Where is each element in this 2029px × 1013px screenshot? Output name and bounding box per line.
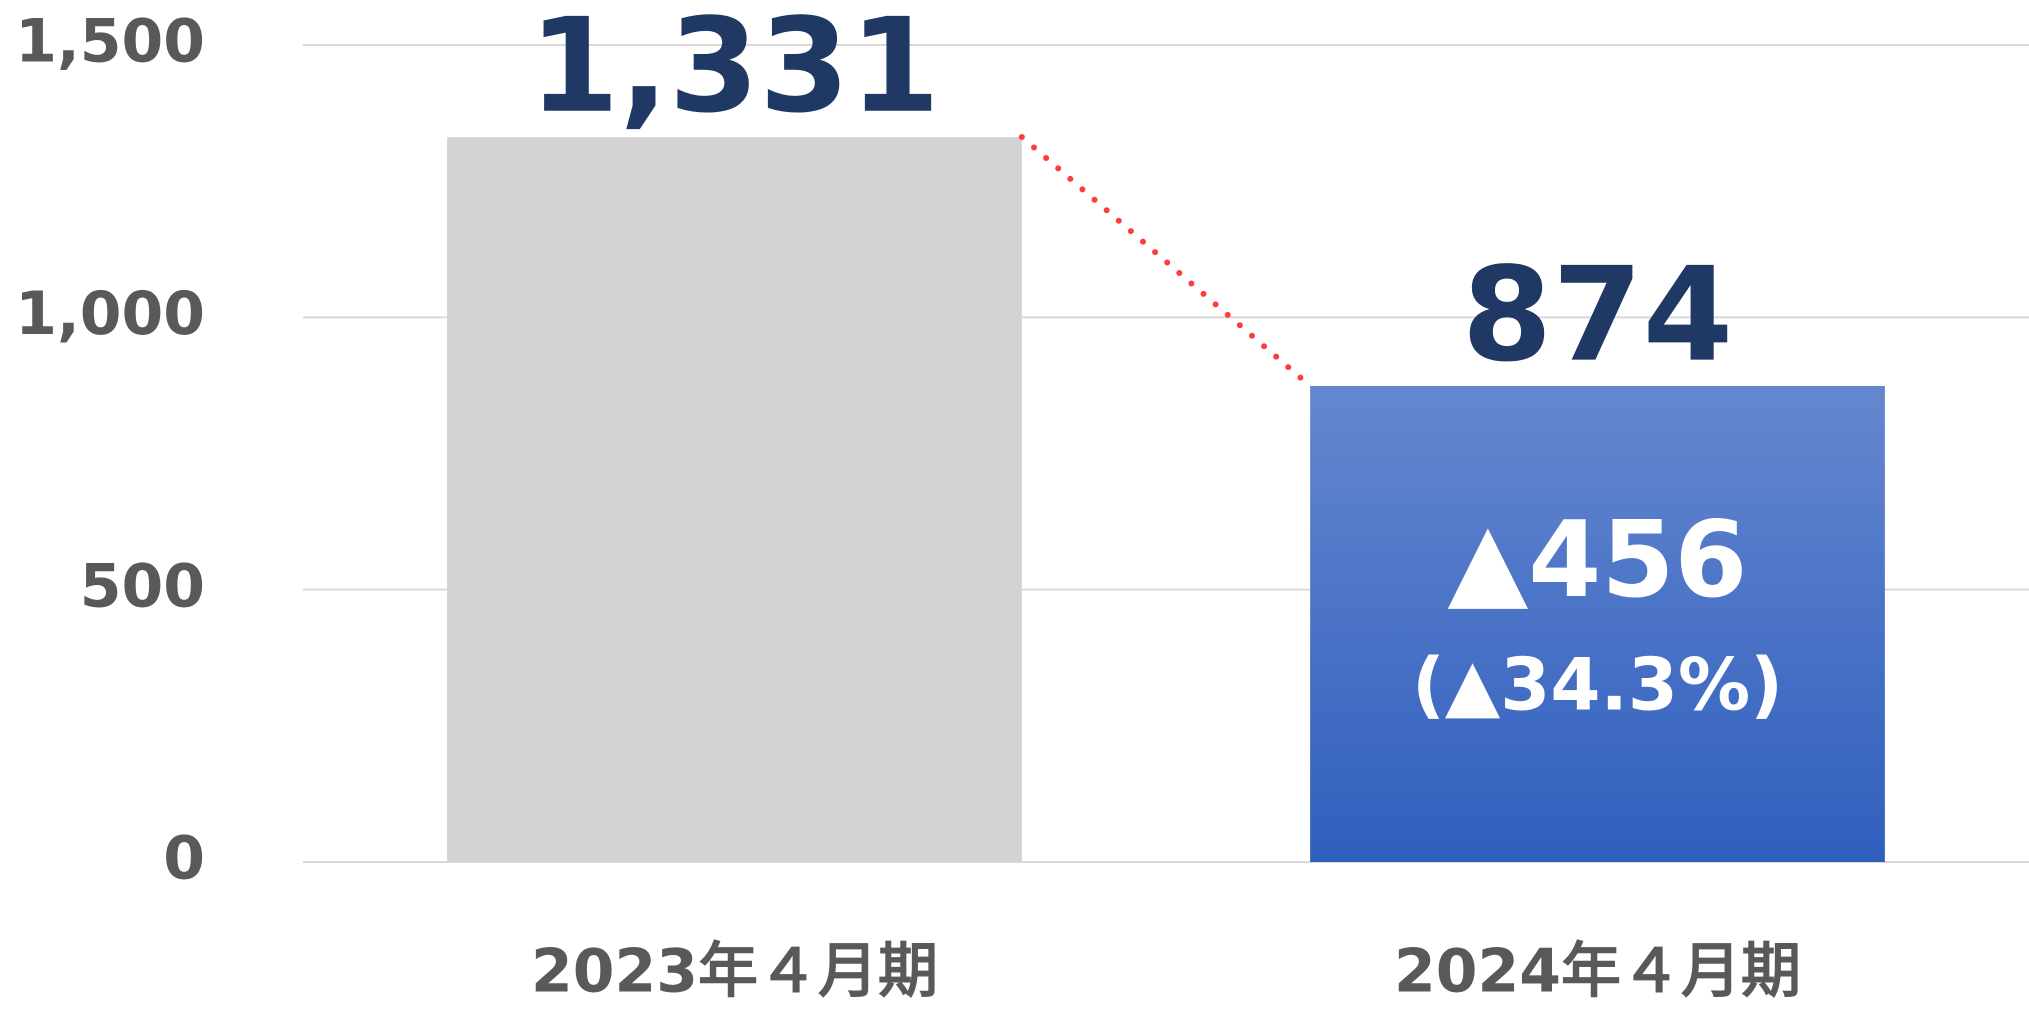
bar [1310, 385, 1885, 862]
value-label: 1,331 [529, 0, 940, 142]
y-tick-label: 0 [163, 824, 205, 894]
y-tick-label: 1,500 [15, 7, 205, 77]
labels: 0 500 1,000 1,500 2023年４月期 1,331 2024年４月期 874 ▲4… [15, 0, 1801, 1007]
x-tick-label: 2024年４月期 [1394, 937, 1801, 1007]
bars [447, 134, 1885, 863]
value-label: 874 [1462, 239, 1733, 391]
x-tick-label: 2023年４月期 [531, 937, 938, 1007]
bar [447, 137, 1022, 863]
change-connector [1018, 134, 1314, 389]
y-tick-label: 1,000 [15, 279, 205, 349]
change-annotation: ▲456 [1448, 499, 1748, 621]
change-percent-annotation: (▲34.3%) [1412, 643, 1783, 727]
y-tick-label: 500 [80, 551, 205, 621]
